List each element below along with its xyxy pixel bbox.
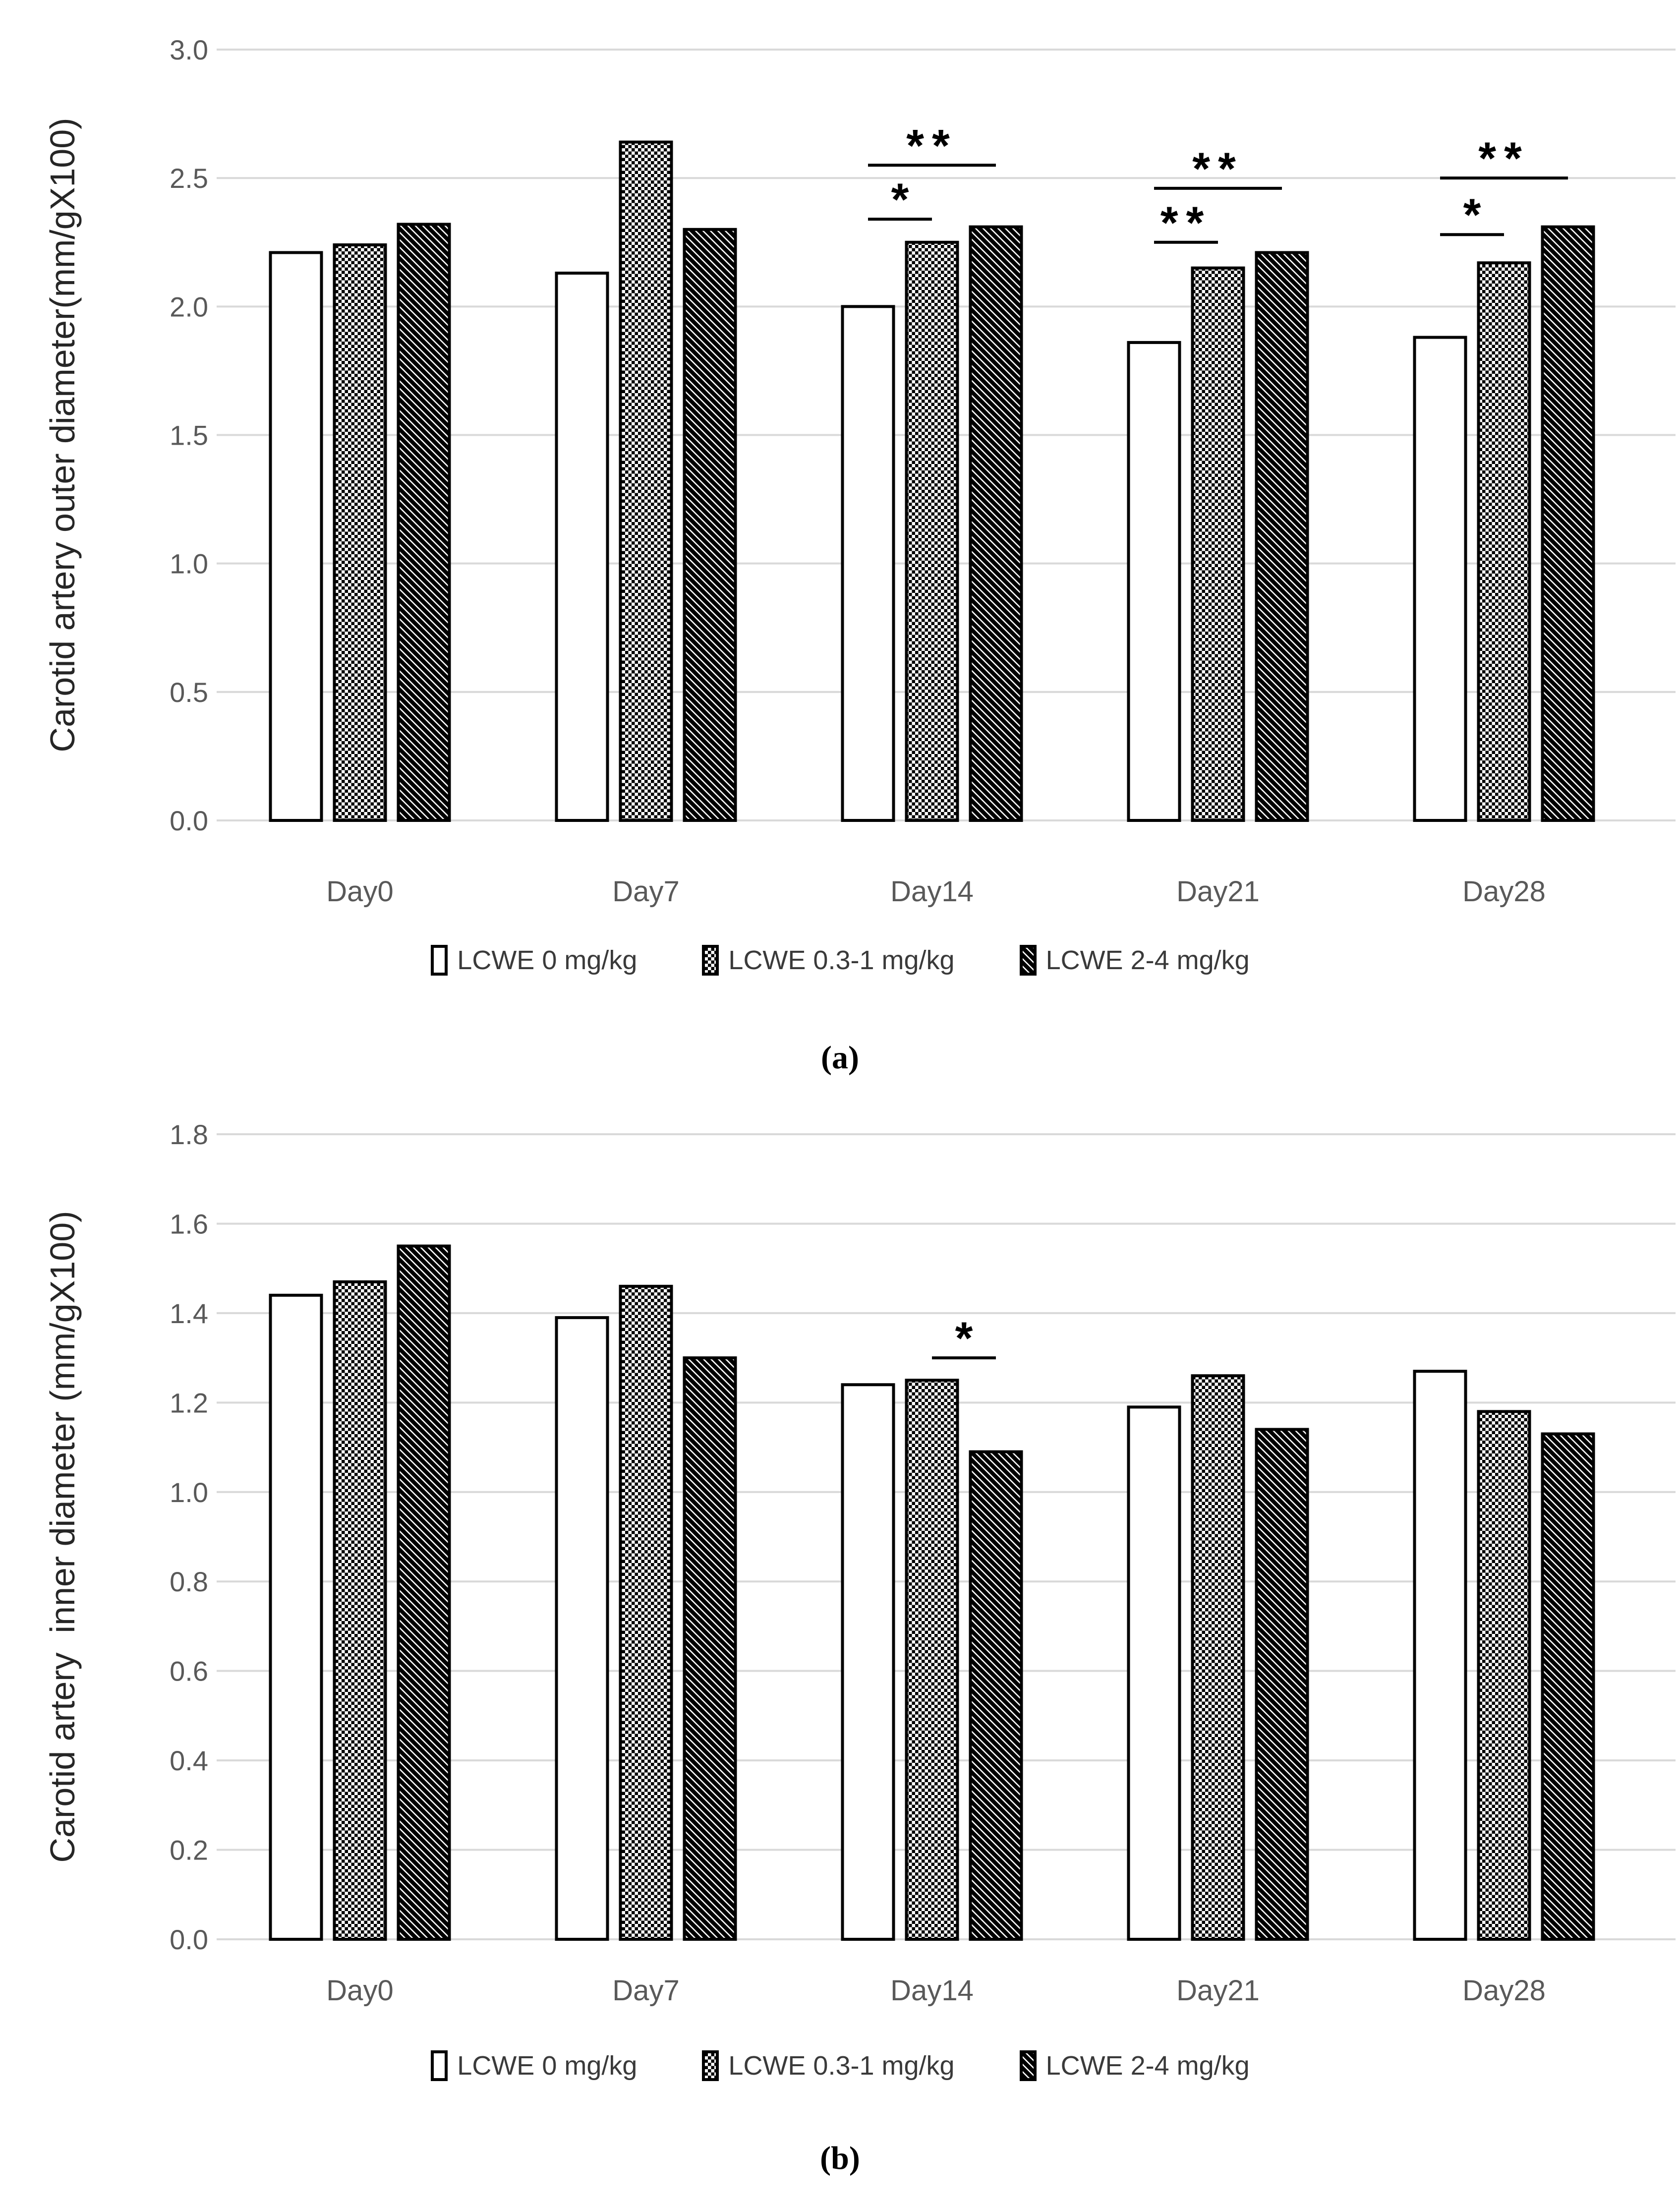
- bar: [683, 1356, 737, 1941]
- y-tick-label: 2.0: [170, 291, 208, 322]
- y-tick-label: 3.0: [170, 34, 208, 65]
- x-axis-label: Day28: [1462, 1974, 1546, 2007]
- bar: [1477, 261, 1531, 822]
- legend-item: LCWE 0.3-1 mg/kg: [701, 944, 955, 976]
- y-tick-label: 2.5: [170, 163, 208, 194]
- bar: [1127, 1405, 1181, 1941]
- bar: [905, 1379, 959, 1941]
- bar: [683, 228, 737, 822]
- legend-item: LCWE 0 mg/kg: [430, 944, 637, 976]
- bar: [1127, 341, 1181, 822]
- significance-stars: *: [891, 174, 909, 225]
- x-axis-label: Day14: [890, 875, 974, 908]
- legend-item: LCWE 0.3-1 mg/kg: [701, 2050, 955, 2082]
- y-tick-label: 1.8: [170, 1119, 208, 1150]
- y-tick-label: 0.6: [170, 1656, 208, 1687]
- legend-outer-diameter: LCWE 0 mg/kg LCWE 0.3-1 mg/kg LCWE 2-4 mg/…: [0, 944, 1680, 976]
- significance-stars: **: [1160, 198, 1212, 248]
- bar: [555, 1316, 609, 1941]
- x-axis-label: Day14: [890, 1974, 974, 2007]
- legend-label: LCWE 0 mg/kg: [457, 945, 637, 975]
- y-tick-label: 1.2: [170, 1387, 208, 1418]
- significance-stars: *: [955, 1313, 973, 1364]
- y-tick-label: 0.2: [170, 1835, 208, 1866]
- bar: [969, 1450, 1023, 1941]
- caption-b: (b): [820, 2140, 860, 2176]
- x-axis-label: Day7: [612, 875, 679, 908]
- bar: [1255, 1428, 1309, 1941]
- bar: [397, 1244, 451, 1941]
- bar: [905, 240, 959, 822]
- significance-stars: **: [1478, 133, 1530, 184]
- legend-item: LCWE 2-4 mg/kg: [1019, 2050, 1250, 2082]
- legend-item: LCWE 0 mg/kg: [430, 2050, 637, 2082]
- legend-inner-diameter: LCWE 0 mg/kg LCWE 0.3-1 mg/kg LCWE 2-4 mg/…: [0, 2050, 1680, 2082]
- significance-stars: *: [1463, 190, 1481, 240]
- caption-a: (a): [821, 1040, 859, 1076]
- bar: [1541, 1432, 1595, 1941]
- bar: [1255, 251, 1309, 822]
- inner-diameter-bar-chart: 0.0 0.2 0.4 0.6 0.8 1.0 1.2 1.4 1.6 1.8 Carotid ar…: [43, 1119, 1676, 2007]
- x-axis-label: Day21: [1176, 875, 1260, 908]
- bar: [1413, 1370, 1467, 1941]
- bar: [269, 251, 323, 822]
- bar: [333, 243, 387, 822]
- y-tick-label: 1.0: [170, 548, 208, 580]
- y-tick-label: 0.4: [170, 1745, 208, 1776]
- legend-swatch-plain-icon: [431, 945, 448, 976]
- y-tick-label: 1.4: [170, 1298, 208, 1329]
- legend-label: LCWE 0 mg/kg: [457, 2051, 637, 2081]
- bar: [969, 225, 1023, 822]
- significance-stars: **: [906, 120, 958, 171]
- legend-item: LCWE 2-4 mg/kg: [1019, 944, 1250, 976]
- y-tick-label: 0.5: [170, 677, 208, 708]
- y-axis-title: Carotid artery inner diameter (mm/gX100): [43, 1211, 82, 1863]
- legend-label: LCWE 2-4 mg/kg: [1045, 945, 1250, 975]
- bar: [619, 140, 673, 822]
- legend-label: LCWE 2-4 mg/kg: [1045, 2051, 1250, 2081]
- bar: [1191, 1374, 1245, 1941]
- outer-diameter-bar-chart: 0.0 0.5 1.0 1.5 2.0 2.5 3.0 Carotid artery oute…: [43, 34, 1676, 908]
- significance-stars: **: [1192, 144, 1244, 194]
- legend-swatch-checker-icon: [702, 945, 719, 976]
- x-axis-label: Day21: [1176, 1974, 1260, 2007]
- bar: [1477, 1410, 1531, 1941]
- bar: [1413, 336, 1467, 822]
- y-tick-label: 1.0: [170, 1477, 208, 1508]
- legend-swatch-diagonal-icon: [1019, 945, 1037, 976]
- bar: [1541, 225, 1595, 822]
- bar: [841, 305, 895, 822]
- bar: [269, 1293, 323, 1941]
- bar: [1191, 266, 1245, 822]
- legend-swatch-checker-icon: [702, 2050, 719, 2081]
- bar: [841, 1383, 895, 1941]
- y-tick-label: 1.6: [170, 1208, 208, 1239]
- bar: [333, 1280, 387, 1941]
- bar: [555, 271, 609, 822]
- x-axis-label: Day7: [612, 1974, 679, 2007]
- y-tick-label: 0.0: [170, 805, 208, 836]
- legend-label: LCWE 0.3-1 mg/kg: [728, 945, 955, 975]
- legend-swatch-diagonal-icon: [1019, 2050, 1037, 2081]
- bar: [397, 223, 451, 822]
- y-tick-label: 0.0: [170, 1924, 208, 1955]
- bar: [619, 1284, 673, 1941]
- x-axis-label: Day28: [1462, 875, 1546, 908]
- legend-swatch-plain-icon: [431, 2050, 448, 2081]
- y-axis-title: Carotid artery outer diameter(mm/gX100): [43, 118, 82, 753]
- legend-label: LCWE 0.3-1 mg/kg: [728, 2051, 955, 2081]
- y-tick-label: 1.5: [170, 420, 208, 451]
- x-axis-label: Day0: [326, 875, 393, 908]
- y-tick-label: 0.8: [170, 1566, 208, 1597]
- x-axis-label: Day0: [326, 1974, 393, 2007]
